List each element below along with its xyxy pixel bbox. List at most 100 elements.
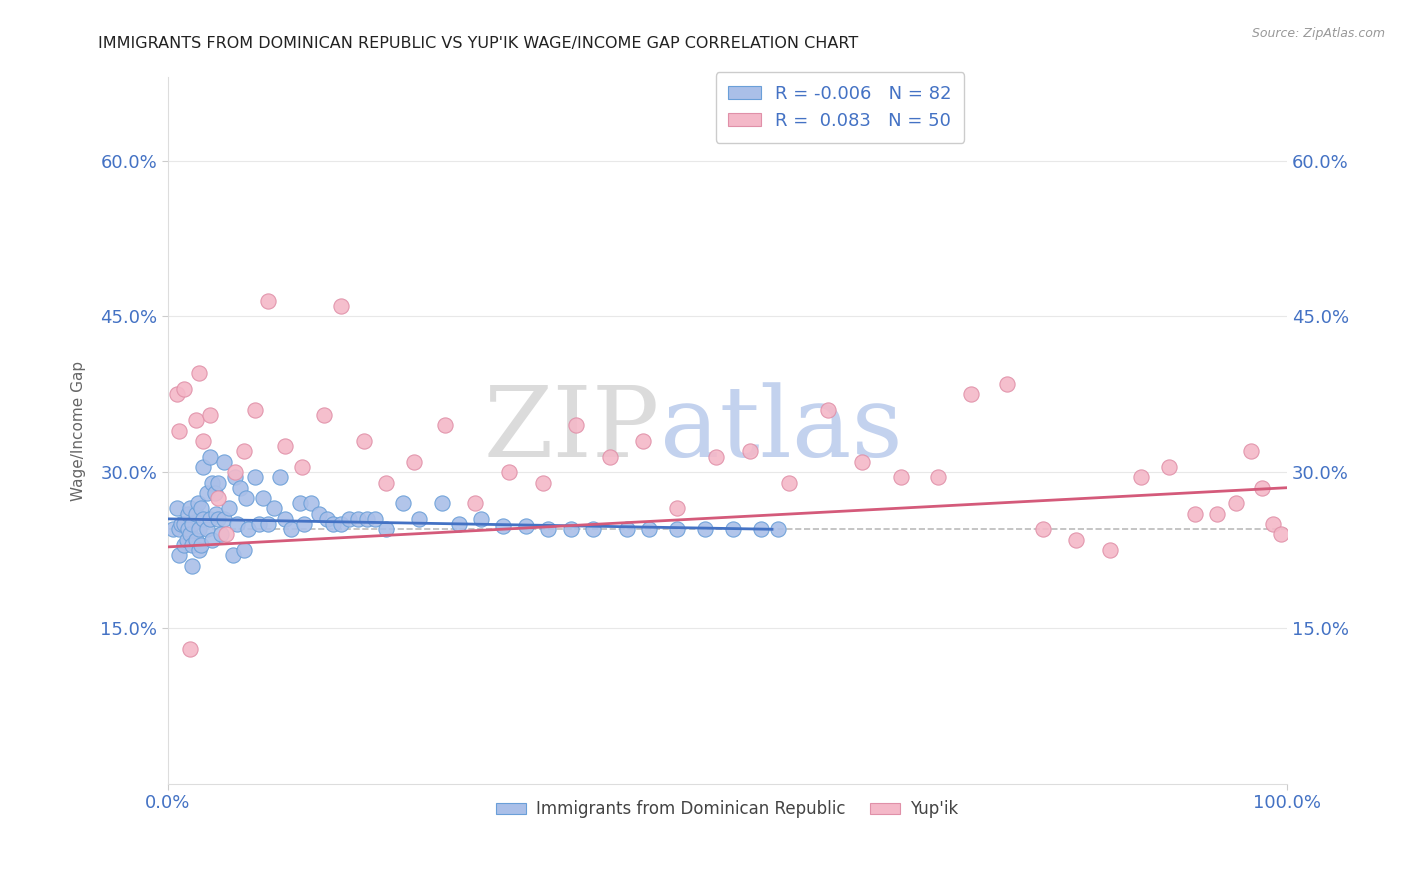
Point [308,507,330,521]
Point [229,481,252,495]
Point [330,299,353,313]
Point [515,519,537,533]
Point [322,517,344,532]
Point [167,548,190,562]
Point [665,522,688,536]
Point [167,522,190,536]
Point [1263,517,1285,532]
Point [778,475,800,490]
Text: Source: ZipAtlas.com: Source: ZipAtlas.com [1251,27,1385,40]
Point [364,512,387,526]
Point [347,512,370,526]
Point [1098,543,1121,558]
Point [243,402,266,417]
Point [181,538,204,552]
Point [187,496,209,510]
Point [749,522,772,536]
Point [173,517,195,532]
Point [176,533,198,547]
Point [249,517,271,532]
Point [1159,459,1181,474]
Point [188,522,211,536]
Point [243,470,266,484]
Point [960,387,983,401]
Point [738,444,761,458]
Point [353,434,375,448]
Point [531,475,554,490]
Point [207,475,229,490]
Point [1251,481,1274,495]
Point [201,475,224,490]
Point [1270,527,1292,541]
Point [269,470,291,484]
Point [356,512,378,526]
Point [179,527,201,541]
Text: ZIP: ZIP [484,383,659,478]
Point [179,501,201,516]
Point [204,486,226,500]
Point [179,641,201,656]
Point [464,496,486,510]
Point [292,517,315,532]
Point [1225,496,1247,510]
Point [257,517,280,532]
Point [193,434,215,448]
Point [402,455,425,469]
Point [995,376,1018,391]
Point [232,543,254,558]
Point [195,486,218,500]
Point [374,522,396,536]
Point [470,512,492,526]
Point [177,522,200,536]
Point [337,512,360,526]
Point [314,408,336,422]
Point [274,439,297,453]
Point [274,512,297,526]
Point [315,512,337,526]
Point [224,470,246,484]
Point [599,450,621,464]
Point [181,517,204,532]
Point [232,444,254,458]
Point [188,543,211,558]
Point [212,512,235,526]
Point [1240,444,1263,458]
Point [1206,507,1229,521]
Point [212,455,235,469]
Point [200,408,222,422]
Point [582,522,605,536]
Point [263,501,285,516]
Point [218,501,240,516]
Point [1032,522,1054,536]
Point [291,459,314,474]
Point [430,496,453,510]
Point [280,522,302,536]
Point [927,470,949,484]
Point [181,558,204,573]
Point [162,522,184,536]
Point [851,455,873,469]
Point [560,522,582,536]
Point [1184,507,1206,521]
Point [235,491,257,505]
Point [173,382,195,396]
Point [391,496,413,510]
Point [1066,533,1088,547]
Text: IMMIGRANTS FROM DOMINICAN REPUBLIC VS YUP'IK WAGE/INCOME GAP CORRELATION CHART: IMMIGRANTS FROM DOMINICAN REPUBLIC VS YU… [98,36,859,51]
Point [193,459,215,474]
Point [201,533,224,547]
Point [537,522,560,536]
Point [184,507,207,521]
Point [408,512,430,526]
Point [177,507,200,521]
Point [252,491,274,505]
Point [207,512,229,526]
Point [184,413,207,427]
Point [215,527,238,541]
Point [190,538,212,552]
Point [207,491,229,505]
Point [190,501,212,516]
Point [704,450,727,464]
Point [166,387,188,401]
Point [173,538,195,552]
